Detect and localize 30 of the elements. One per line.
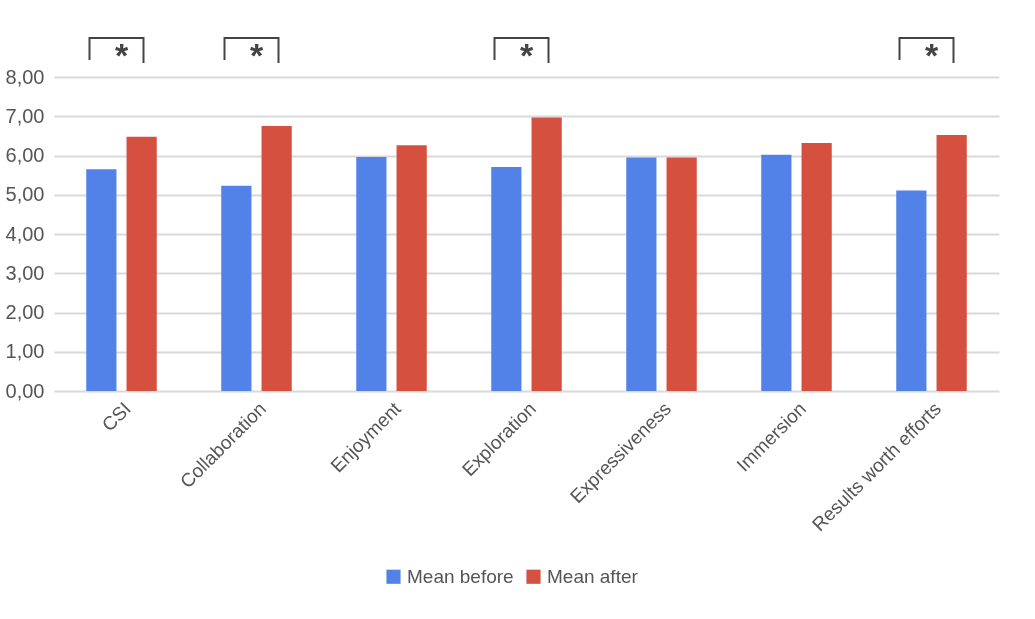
bar — [491, 166, 522, 391]
bar — [626, 157, 657, 391]
y-tick-label: 5,00 — [5, 183, 45, 206]
bar — [666, 157, 697, 391]
text: * — [114, 36, 129, 74]
bar — [936, 135, 967, 391]
legend-label: Mean after — [547, 565, 639, 587]
y-tick-label: 2,00 — [5, 301, 45, 323]
y-tick-label: 4,00 — [5, 222, 45, 245]
bar — [126, 136, 157, 391]
y-tick-label: 3,00 — [5, 261, 45, 284]
y-tick-label: 6,00 — [5, 144, 45, 166]
y-tick-label: 1,00 — [5, 340, 45, 363]
bar — [261, 126, 292, 391]
bar — [531, 117, 562, 391]
text: * — [519, 36, 534, 74]
x-tick-label: CSI — [97, 398, 135, 436]
bar — [761, 154, 792, 391]
bar — [356, 157, 387, 391]
y-tick-label: 0,00 — [5, 379, 45, 402]
bar — [896, 190, 927, 391]
y-tick-label: 7,00 — [5, 104, 45, 127]
bar — [86, 169, 117, 391]
bar — [396, 145, 427, 391]
y-tick-label: 8,00 — [5, 65, 45, 88]
legend-label: Mean before — [407, 565, 514, 587]
text: * — [249, 36, 264, 74]
bar — [221, 185, 252, 391]
bar — [801, 142, 832, 391]
text: * — [924, 36, 939, 74]
